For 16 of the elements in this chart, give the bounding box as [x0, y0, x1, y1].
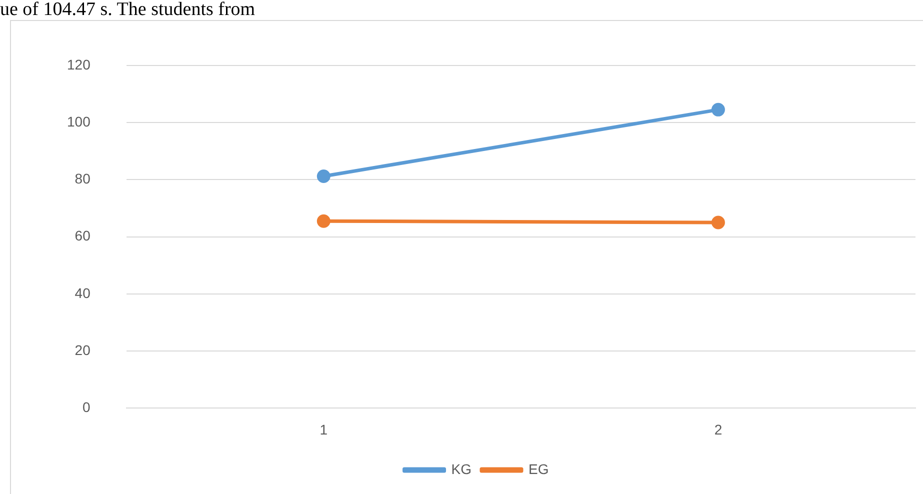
y-tick-label: 0 [82, 399, 91, 416]
y-tick-label: 120 [67, 56, 91, 72]
y-tick-label: 100 [67, 113, 91, 130]
x-tick-label: 1 [320, 421, 328, 438]
text: ue of 104.47 s. The students from [0, 0, 256, 20]
y-tick-label: 20 [74, 342, 91, 358]
legend-label: KG [451, 460, 472, 477]
y-tick-label: 80 [74, 170, 91, 187]
legend-label: EG [528, 460, 549, 477]
y-tick-label: 60 [74, 228, 91, 244]
point [316, 169, 330, 183]
y-tick-label: 40 [74, 284, 91, 301]
point [316, 214, 330, 228]
x-tick-label: 2 [714, 421, 722, 438]
point [711, 216, 725, 230]
point [711, 102, 725, 116]
